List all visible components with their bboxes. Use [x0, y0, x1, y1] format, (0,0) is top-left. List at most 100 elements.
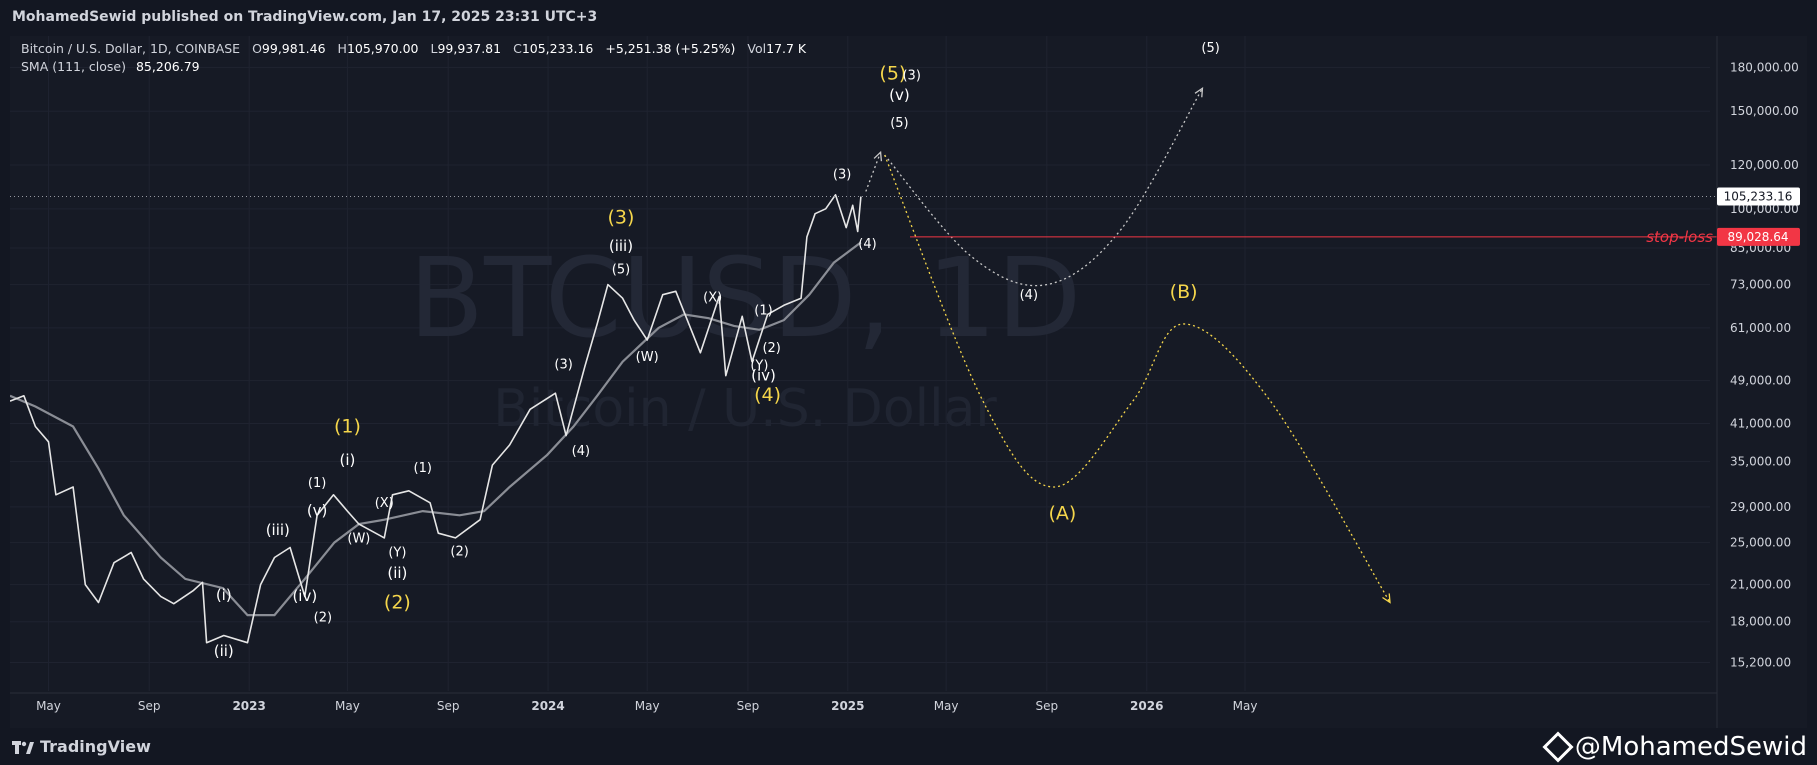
price-axis-tick: 29,000.00	[1730, 500, 1791, 514]
wave-label: (v)	[889, 86, 910, 104]
time-axis-tick: May	[36, 699, 61, 713]
legend: Bitcoin / U.S. Dollar, 1D, COINBASE O99,…	[21, 41, 807, 74]
time-axis-tick: May	[934, 699, 959, 713]
wave-label: (iv)	[292, 587, 317, 605]
projection-path	[884, 87, 1204, 287]
time-axis-tick: Sep	[138, 699, 161, 713]
stop-loss-tag	[1717, 227, 1800, 246]
price-axis-tick: 35,000.00	[1730, 455, 1791, 469]
projection-path	[865, 152, 882, 192]
wave-label: (ii)	[387, 564, 407, 582]
wave-label: (1)	[334, 415, 361, 437]
wave-label: (ii)	[214, 642, 234, 660]
author-credit[interactable]: @MohamedSewid	[1542, 731, 1807, 763]
wave-label: (4)	[572, 444, 590, 459]
wave-label: (4)	[1020, 288, 1038, 303]
legend-line-2: SMA (111, close) 85,206.79	[21, 59, 200, 74]
legend-open-label: O	[252, 41, 262, 56]
legend-volume-label: Vol	[747, 41, 766, 56]
legend-low: 99,937.81	[437, 41, 501, 56]
price-axis-tick: 73,000.00	[1730, 278, 1791, 292]
legend-line-1: Bitcoin / U.S. Dollar, 1D, COINBASE O99,…	[21, 41, 807, 56]
time-axis-tick: Sep	[1036, 699, 1059, 713]
time-axis-tick: 2025	[831, 699, 864, 713]
wave-label: (4)	[858, 237, 876, 252]
legend-high-label: H	[338, 41, 347, 56]
current-price-tag-text: 105,233.16	[1724, 190, 1793, 204]
legend-low-label: L	[431, 41, 438, 56]
wave-label: (iii)	[609, 237, 633, 255]
legend-close: 105,233.16	[522, 41, 594, 56]
projection-path	[884, 154, 1391, 603]
tradingview-logo[interactable]: TradingView	[12, 737, 151, 756]
time-axis-tick: 2026	[1130, 699, 1163, 713]
publish-bar: MohamedSewid published on TradingView.co…	[0, 0, 1817, 36]
wave-label: (5)	[890, 116, 908, 131]
wave-label: (iii)	[266, 521, 290, 539]
wave-label-layer: (i) (ii) (iii) (iv) (v) (1) (2) (i) (1) (W) (X) (Y)…	[214, 41, 1220, 660]
diamond-icon	[1542, 731, 1574, 763]
stop-loss-text: stop-loss	[1646, 228, 1713, 246]
projection-layer	[865, 86, 1391, 604]
wave-label: (5)	[612, 262, 630, 277]
price-tags: 105,233.16 89,028.64	[1717, 187, 1800, 246]
price-axis-tick: 25,000.00	[1730, 536, 1791, 550]
footer-bar: TradingView @MohamedSewid	[0, 728, 1817, 765]
price-axis-tick: 150,000.00	[1730, 104, 1799, 118]
price-axis-tick: 41,000.00	[1730, 417, 1791, 431]
wave-label: (5)	[879, 63, 906, 85]
wave-label: (X)	[703, 291, 722, 306]
wave-label: (W)	[636, 350, 659, 365]
projection-arrowhead	[1382, 593, 1391, 604]
time-axis[interactable]: May Sep 2023 May Sep 2024 May Sep 2025 May Sep 2026…	[10, 692, 1717, 713]
sma-label: SMA (111, close)	[21, 59, 126, 74]
time-axis-tick: May	[335, 699, 360, 713]
wave-label: (2)	[450, 544, 468, 559]
current-price-tag	[1717, 187, 1800, 206]
sma-value: 85,206.79	[136, 59, 200, 74]
watermark-description: Bitcoin / U.S. Dollar	[493, 379, 997, 439]
price-axis-tick: 120,000.00	[1730, 158, 1799, 172]
price-axis-tick: 61,000.00	[1730, 321, 1791, 335]
price-axis-tick: 18,000.00	[1730, 615, 1791, 629]
wave-label: (A)	[1048, 503, 1076, 525]
time-axis-tick: 2023	[232, 699, 265, 713]
price-axis-tick: 180,000.00	[1730, 60, 1799, 74]
legend-open: 99,981.46	[262, 41, 326, 56]
stop-loss-group: stop-loss	[910, 228, 1720, 246]
tradingview-brand: TradingView	[40, 737, 151, 756]
wave-label: (2)	[314, 611, 332, 626]
published-text: MohamedSewid published on TradingView.co…	[12, 9, 598, 25]
wave-label: (5)	[1201, 41, 1219, 56]
wave-label: (3)	[554, 358, 572, 373]
sma-line	[10, 241, 862, 617]
wave-label: (Y)	[750, 359, 768, 374]
chart-area[interactable]: BTCUSD, 1D Bitcoin / U.S. Dollar (i) (ii)…	[10, 36, 1807, 728]
author-name: @MohamedSewid	[1574, 732, 1807, 762]
legend-change: +5,251.38 (+5.25%)	[605, 41, 735, 56]
price-axis[interactable]: 15,200.00 18,000.00 21,000.00 25,000.00 29,0…	[1716, 36, 1799, 728]
price-axis-tick: 21,000.00	[1730, 578, 1791, 592]
wave-label: (3)	[902, 69, 920, 84]
time-axis-tick: May	[1233, 699, 1258, 713]
projection-arrowhead	[873, 150, 883, 162]
wave-label: (2)	[384, 592, 411, 614]
stop-loss-tag-text: 89,028.64	[1727, 230, 1788, 244]
projection-arrowhead	[1194, 86, 1204, 98]
time-axis-tick: Sep	[737, 699, 760, 713]
legend-high: 105,970.00	[347, 41, 419, 56]
price-axis-tick: 15,200.00	[1730, 655, 1791, 669]
wave-label: (iv)	[751, 367, 776, 385]
wave-label: (3)	[833, 167, 851, 182]
time-axis-tick: May	[635, 699, 660, 713]
wave-label: (1)	[754, 303, 772, 318]
wave-label: (i)	[339, 451, 355, 469]
wave-label: (1)	[414, 461, 432, 476]
price-line	[10, 194, 862, 644]
price-chart[interactable]: BTCUSD, 1D Bitcoin / U.S. Dollar (i) (ii)…	[10, 36, 1807, 728]
wave-label: (v)	[307, 501, 328, 519]
wave-label: (X)	[375, 496, 394, 511]
legend-symbol: Bitcoin / U.S. Dollar, 1D, COINBASE	[21, 41, 240, 56]
time-axis-tick: 2024	[531, 699, 564, 713]
